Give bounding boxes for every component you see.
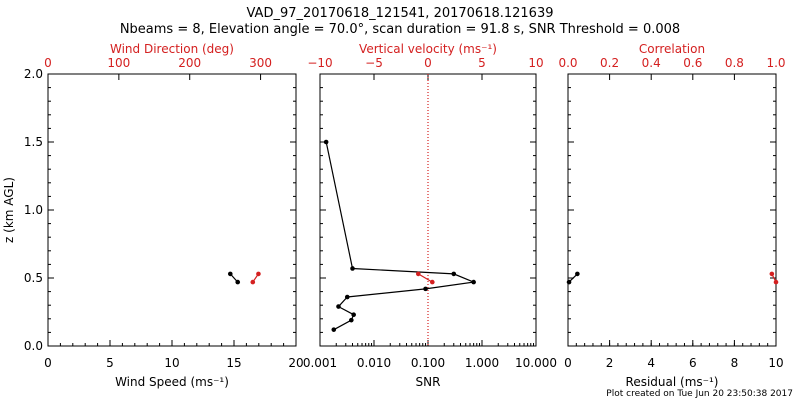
y-tick-label-4: 2.0 [24,67,43,81]
y-tick-label-3: 1.5 [24,135,43,149]
wind-bottom-tick-label-4: 20 [288,356,303,370]
snr-snr-point-9 [331,327,337,332]
wind-wind-direction-point-0 [256,271,261,277]
residual-panel-frame [567,73,777,347]
snr-bottom-tick-label-4: 10.000 [515,356,557,370]
residual-top-tick-label-5: 1.0 [766,56,785,70]
footer-note: Plot created on Tue Jun 20 23:50:38 2017 [606,389,793,399]
snr-top-tick-label-1: −5 [365,56,383,70]
residual-top-tick-label-1: 0.2 [600,56,619,70]
snr-vertical-velocity-point-1 [430,279,435,285]
snr-top-axis-label: Vertical velocity (ms⁻¹) [359,42,497,56]
y-tick-label-0: 0.0 [24,339,43,353]
y-tick-label-1: 0.5 [24,271,43,285]
residual-correlation-point-0 [769,271,775,277]
residual-bottom-tick-label-5: 10 [768,356,783,370]
wind-wind-speed-point-0 [227,271,233,277]
snr-bottom-tick-label-1: 0.010 [357,356,391,370]
snr-vertical-velocity-point-0 [415,271,421,277]
snr-bottom-tick-label-3: 1.000 [465,356,499,370]
residual-top-tick-label-4: 0.8 [725,56,744,70]
snr-vertical-velocity-line [417,273,433,283]
snr-top-tick-label-0: −10 [307,56,332,70]
snr-snr-line [325,141,476,331]
snr-panel: SNR Vertical velocity (ms⁻¹) 0.001 0.010 0… [303,42,557,389]
wind-panel-frame [47,73,297,347]
snr-bottom-tick-label-0: 0.001 [303,356,337,370]
residual-top-tick-label-3: 0.6 [683,56,702,70]
wind-wind-direction-point-1 [250,279,256,285]
snr-snr-point-0 [323,139,329,145]
snr-snr-point-1 [350,266,355,271]
snr-top-tick-label-2: 0 [424,56,432,70]
residual-correlation-point-1 [773,279,779,285]
residual-bottom-tick-label-1: 2 [606,356,614,370]
wind-top-tick-label-2: 200 [178,56,201,70]
residual-bottom-tick-label-4: 8 [731,356,739,370]
residual-bottom-tick-label-0: 0 [564,356,572,370]
snr-snr-point-4 [423,286,428,292]
chart-subtitle: Nbeams = 8, Elevation angle = 70.0°, sca… [120,22,680,37]
residual-residual-point-1 [566,279,572,285]
wind-top-tick-label-3: 300 [249,56,272,70]
snr-snr-point-8 [349,317,354,323]
y-tick-label-2: 1.0 [24,203,43,217]
wind-top-tick-label-1: 100 [107,56,130,70]
wind-bottom-axis-label: Wind Speed (ms⁻¹) [115,375,229,389]
snr-top-tick-label-3: 5 [478,56,486,70]
snr-snr-point-5 [344,294,350,300]
residual-top-axis-label: Correlation [639,42,705,56]
y-axis-label: z (km AGL) [2,177,16,243]
residual-top-tick-label-2: 0.4 [642,56,661,70]
snr-bottom-tick-label-2: 0.100 [411,356,445,370]
residual-top-tick-label-0: 0.0 [558,56,577,70]
snr-snr-point-7 [351,312,356,318]
snr-top-tick-label-4: 10 [528,56,543,70]
snr-snr-point-3 [471,279,476,285]
chart-title: VAD_97_20170618_121541, 20170618.121639 [247,6,554,21]
wind-bottom-tick-label-0: 0 [44,356,52,370]
wind-bottom-tick-label-1: 5 [106,356,114,370]
residual-bottom-axis-label: Residual (ms⁻¹) [626,375,719,389]
wind-top-axis-label: Wind Direction (deg) [110,42,234,56]
residual-bottom-tick-label-2: 4 [647,356,655,370]
wind-wind-speed-point-1 [235,279,241,285]
residual-panel: Residual (ms⁻¹) Correlation 0 2 4 6 8 10 0.0 0.… [558,42,785,389]
wind-panel: Wind Speed (ms⁻¹) Wind Direction (deg) 0… [24,42,304,389]
snr-bottom-axis-label: SNR [416,375,441,389]
residual-bottom-tick-label-3: 6 [689,356,697,370]
residual-residual-point-0 [575,271,580,277]
wind-bottom-tick-label-2: 10 [164,356,179,370]
wind-bottom-tick-label-3: 15 [226,356,241,370]
snr-snr-point-6 [336,304,341,309]
wind-top-tick-label-0: 0 [44,56,52,70]
snr-snr-point-2 [451,271,457,277]
